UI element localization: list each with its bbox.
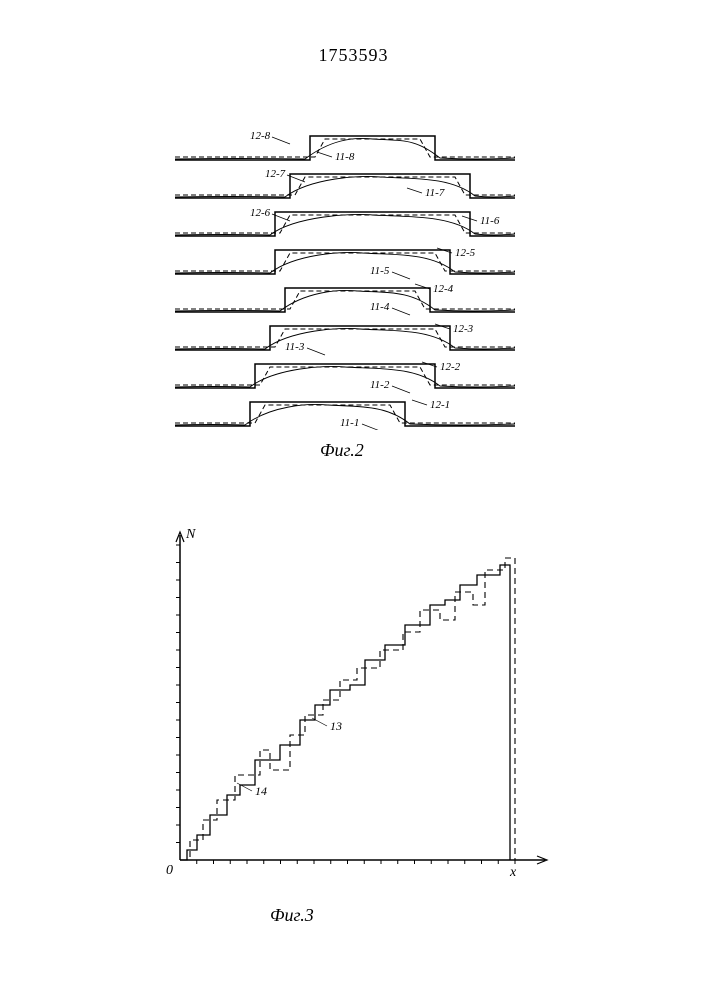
figure-2-label: Фиг.2 <box>320 440 364 461</box>
svg-text:11-1: 11-1 <box>340 417 359 429</box>
figure-2: 12-8 11-8 12-7 11-7 12-6 11-6 11-5 12-5 11-4 12-4… <box>175 130 515 440</box>
svg-text:11-4: 11-4 <box>370 301 390 313</box>
svg-text:N: N <box>185 527 196 542</box>
svg-text:11-3: 11-3 <box>285 341 305 353</box>
svg-text:11-7: 11-7 <box>425 187 445 199</box>
svg-text:12-2: 12-2 <box>440 361 461 373</box>
svg-text:14: 14 <box>255 784 267 798</box>
svg-text:11-6: 11-6 <box>480 215 500 227</box>
svg-text:12-8: 12-8 <box>250 130 271 142</box>
svg-text:0: 0 <box>166 863 173 878</box>
svg-text:12-6: 12-6 <box>250 207 271 219</box>
svg-text:11-5: 11-5 <box>370 265 390 277</box>
svg-text:12-1: 12-1 <box>430 399 450 411</box>
svg-text:11-2: 11-2 <box>370 379 390 391</box>
svg-text:12-4: 12-4 <box>433 283 454 295</box>
svg-text:x: x <box>509 865 517 880</box>
svg-text:11-8: 11-8 <box>335 151 355 163</box>
figure-3-svg: Nx 0 13 14 <box>155 520 555 890</box>
figure-2-svg: 12-8 11-8 12-7 11-7 12-6 11-6 11-5 12-5 11-4 12-4… <box>175 130 515 430</box>
svg-text:12-7: 12-7 <box>265 168 286 180</box>
patent-number: 1753593 <box>319 45 389 66</box>
svg-text:12-5: 12-5 <box>455 247 476 259</box>
svg-text:13: 13 <box>330 719 342 733</box>
svg-text:12-3: 12-3 <box>453 323 474 335</box>
figure-3: Nx 0 13 14 <box>155 520 555 900</box>
figure-3-label: Фиг.3 <box>270 905 314 926</box>
